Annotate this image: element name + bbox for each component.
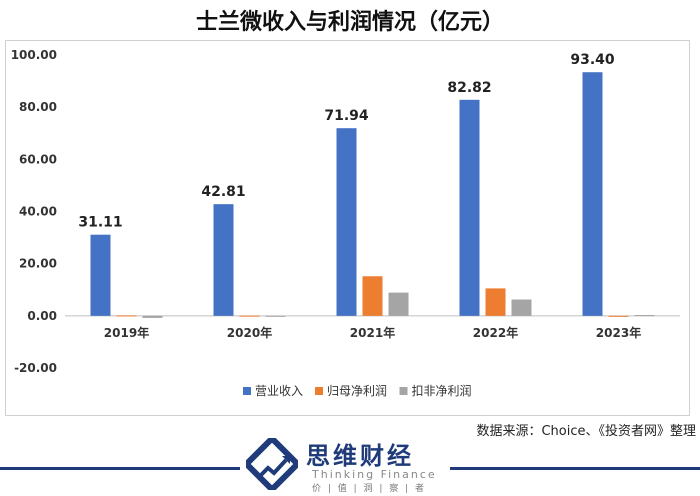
bar-net-profit	[116, 315, 137, 317]
bar-net-profit	[362, 276, 383, 316]
legend-label: 营业收入	[255, 384, 303, 398]
y-tick-label: -20.00	[14, 361, 57, 375]
bar-deducted-net-profit	[142, 315, 163, 318]
legend-swatch	[399, 387, 408, 395]
y-tick-label: 20.00	[19, 257, 57, 271]
bar-revenue	[582, 72, 603, 316]
x-tick-label: 2022年	[473, 325, 518, 340]
bar-revenue	[90, 234, 111, 316]
bar-net-profit	[239, 315, 260, 317]
data-label: 82.82	[447, 80, 491, 96]
y-tick-label: 60.00	[19, 152, 57, 166]
bar-net-profit	[608, 315, 629, 317]
bar-deducted-net-profit	[265, 315, 286, 317]
bar-revenue	[213, 204, 234, 316]
bar-deducted-net-profit	[634, 315, 655, 317]
bar-net-profit	[485, 288, 506, 316]
legend-swatch	[243, 387, 251, 395]
y-tick-label: 40.00	[19, 205, 57, 219]
legend-label: 扣非净利润	[412, 384, 472, 398]
footer-line-right	[450, 467, 700, 470]
y-tick-label: 100.00	[11, 48, 57, 62]
data-label: 31.11	[78, 215, 122, 231]
chart-title: 士兰微收入与利润情况（亿元）	[195, 10, 504, 35]
y-tick-label: 80.00	[19, 100, 57, 114]
brand-name: 思维财经	[306, 442, 414, 470]
source-note: 数据来源：Choice、《投资者网》整理	[476, 424, 696, 439]
bar-revenue	[459, 99, 480, 316]
x-tick-label: 2021年	[350, 325, 395, 340]
data-label: 71.94	[324, 108, 369, 124]
bar-chart: 100.00 80.00 60.00 40.00 20.00 0.00 -20.00 31.1…	[11, 48, 680, 398]
brand-name-en: Thinking Finance	[312, 468, 437, 481]
bar-deducted-net-profit	[388, 292, 409, 316]
brand-logo-icon	[246, 438, 298, 490]
bar-deducted-net-profit	[511, 299, 532, 316]
data-label: 42.81	[201, 184, 245, 200]
legend-label: 归母净利润	[327, 384, 387, 398]
legend-swatch	[315, 387, 323, 395]
y-tick-label: 0.00	[27, 309, 57, 323]
x-tick-label: 2020年	[227, 325, 272, 340]
x-tick-label: 2023年	[596, 325, 641, 340]
bar-revenue	[336, 128, 357, 316]
data-label: 93.40	[570, 52, 615, 68]
x-tick-label: 2019年	[104, 325, 149, 340]
brand-tagline: 价 | 值 | 洞 | 察 | 者	[312, 484, 427, 494]
footer-line-left	[0, 467, 240, 470]
